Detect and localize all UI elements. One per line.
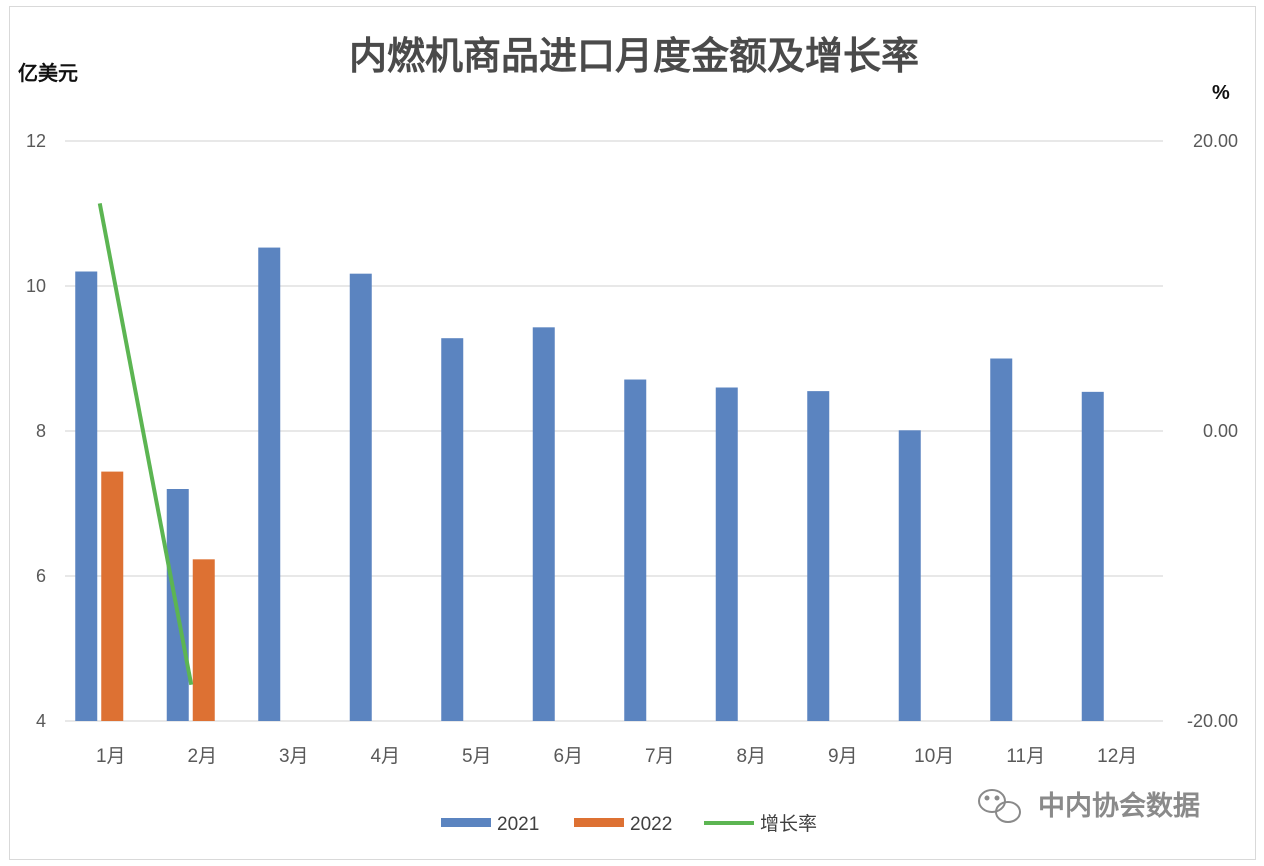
bar-2022-2月 [192, 559, 215, 721]
bar-2022-1月 [101, 471, 124, 721]
growth-rate-line [97, 202, 194, 686]
bar-2021-6月 [532, 327, 555, 721]
category-label: 12月 [1097, 746, 1137, 767]
growth-line-layer [97, 202, 194, 686]
bar-2021-10月 [898, 430, 921, 721]
watermark-text: 中内协会数据 [1038, 791, 1200, 821]
category-label: 9月 [828, 746, 858, 767]
category-label: 11月 [1006, 746, 1045, 767]
category-label: 8月 [736, 746, 766, 767]
category-labels: 1月 2月 3月 4月 5月 6月 7月 8月 9月 10月 11月 12月 [96, 746, 1137, 767]
bar-2021-8月 [715, 387, 738, 721]
category-label: 10月 [914, 746, 954, 767]
left-axis-unit: 亿美元 [18, 61, 78, 85]
bar-2021-3月 [258, 247, 281, 721]
category-label: 7月 [645, 746, 675, 767]
left-tick-label: 6 [36, 566, 46, 586]
right-tick-label: 20.00 [1193, 131, 1238, 151]
bar-2021-9月 [807, 391, 830, 721]
category-label: 2月 [187, 746, 217, 767]
bar-2021-4月 [349, 273, 372, 721]
left-tick-label: 12 [26, 131, 46, 151]
legend-swatch-2022 [574, 818, 624, 827]
left-tick-label: 4 [36, 711, 46, 731]
right-tick-label: -20.00 [1187, 711, 1238, 731]
category-label: 1月 [96, 746, 126, 767]
left-tick-label: 10 [26, 276, 46, 296]
gridlines [65, 140, 1163, 722]
bar-2021-1月 [75, 271, 98, 721]
category-label: 5月 [462, 746, 492, 767]
category-label: 3月 [279, 746, 309, 767]
chart-title: 内燃机商品进口月度金额及增长率 [349, 35, 919, 78]
legend-swatch-2021 [441, 818, 491, 827]
bars [75, 247, 1104, 721]
legend-label: 2021 [497, 814, 539, 835]
legend: 2021 2022 增长率 [441, 813, 817, 835]
bar-2021-11月 [990, 358, 1013, 721]
right-axis-unit: % [1212, 82, 1230, 104]
bar-2021-7月 [624, 379, 647, 721]
category-label: 4月 [370, 746, 400, 767]
bar-2021-5月 [441, 338, 464, 721]
legend-label: 增长率 [760, 813, 817, 835]
axis-ticks: 4 6 8 10 12 -20.00 0.00 20.00 [26, 131, 1238, 731]
bar-2021-12月 [1081, 391, 1104, 721]
left-tick-label: 8 [36, 421, 46, 441]
right-tick-label: 0.00 [1203, 421, 1238, 441]
watermark: 中内协会数据 [978, 789, 1200, 823]
category-label: 6月 [553, 746, 583, 767]
wechat-icon [978, 789, 1021, 823]
legend-label: 2022 [630, 814, 672, 835]
